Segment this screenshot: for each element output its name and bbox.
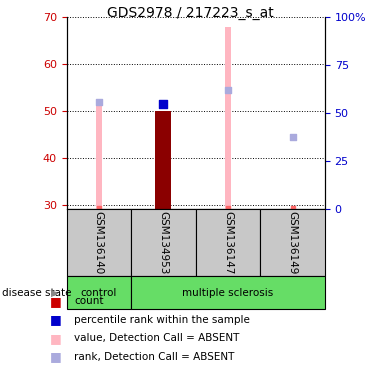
Bar — [155, 111, 171, 209]
Text: GSM136140: GSM136140 — [94, 211, 104, 275]
Text: multiple sclerosis: multiple sclerosis — [182, 288, 274, 298]
Text: control: control — [81, 288, 117, 298]
Point — [290, 205, 296, 211]
Text: ■: ■ — [49, 295, 61, 308]
Text: rank, Detection Call = ABSENT: rank, Detection Call = ABSENT — [74, 352, 234, 362]
Text: GSM136149: GSM136149 — [288, 211, 298, 275]
Point — [290, 134, 296, 140]
Bar — [225, 26, 231, 209]
Point — [225, 205, 231, 211]
Point — [96, 99, 102, 105]
Text: GDS2978 / 217223_s_at: GDS2978 / 217223_s_at — [107, 6, 273, 20]
Text: GSM136147: GSM136147 — [223, 211, 233, 275]
Text: count: count — [74, 296, 104, 306]
Text: ▶: ▶ — [51, 288, 59, 298]
Point — [96, 205, 102, 211]
Text: value, Detection Call = ABSENT: value, Detection Call = ABSENT — [74, 333, 239, 343]
Text: disease state: disease state — [2, 288, 71, 298]
Text: ■: ■ — [49, 332, 61, 345]
Text: GSM134953: GSM134953 — [158, 211, 168, 275]
Point — [160, 101, 166, 107]
Text: ■: ■ — [49, 313, 61, 326]
Point — [225, 87, 231, 93]
Text: ■: ■ — [49, 350, 61, 363]
Text: percentile rank within the sample: percentile rank within the sample — [74, 315, 250, 325]
Bar — [96, 102, 102, 209]
